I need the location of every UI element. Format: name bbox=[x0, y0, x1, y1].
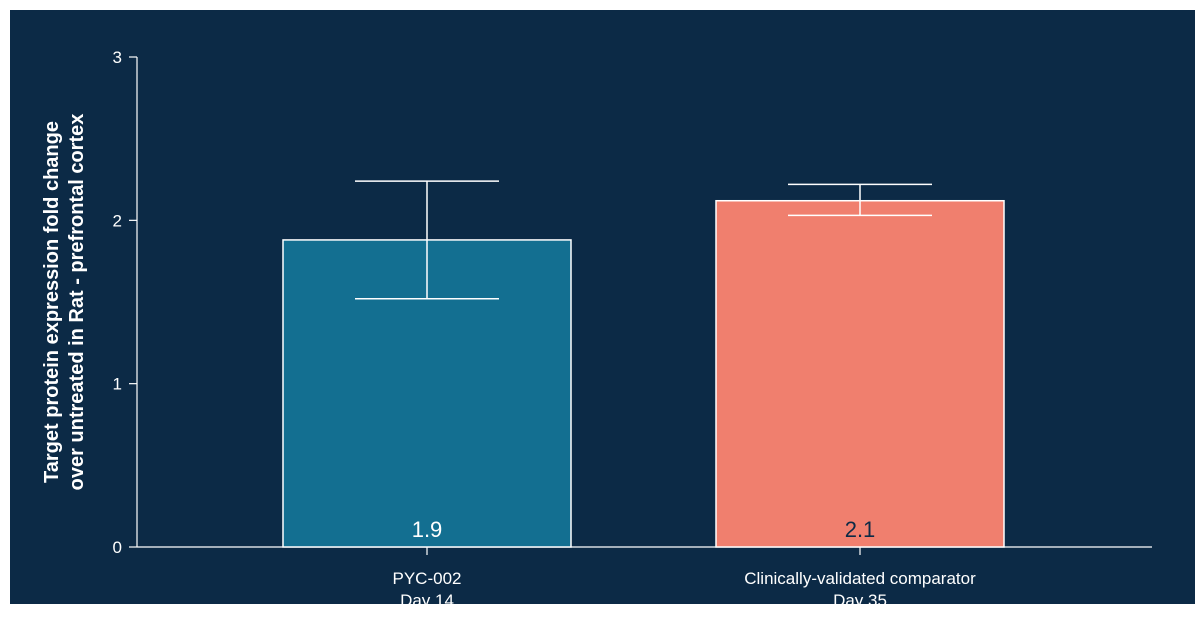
bars-group: 1.9 2.1 bbox=[282, 180, 1005, 548]
y-tick-label: 1 bbox=[113, 375, 122, 394]
category-label-line1: PYC-002 bbox=[393, 569, 462, 588]
category-label-line2: Day 14 bbox=[400, 591, 454, 610]
y-tick-label: 2 bbox=[113, 211, 122, 230]
category-label-line2: Day 35 bbox=[833, 591, 887, 610]
y-axis-label-line1: Target protein expression fold change bbox=[41, 121, 63, 483]
y-ticks: 0 1 2 3 bbox=[113, 48, 137, 557]
data-label: 2.1 bbox=[845, 517, 876, 542]
data-label: 1.9 bbox=[412, 517, 443, 542]
bar bbox=[715, 199, 1005, 548]
category-label-line1: Clinically-validated comparator bbox=[744, 569, 976, 588]
y-axis-label-line2: over untreated in Rat - prefrontal corte… bbox=[66, 114, 88, 491]
y-tick-label: 3 bbox=[113, 48, 122, 67]
y-tick-label: 0 bbox=[113, 538, 122, 557]
